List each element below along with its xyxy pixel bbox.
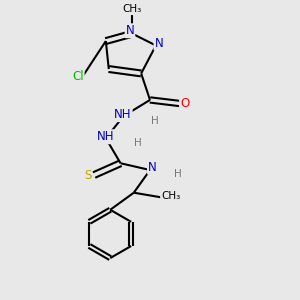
- Text: N: N: [154, 37, 163, 50]
- Text: CH₃: CH₃: [161, 191, 180, 201]
- Text: N: N: [148, 160, 157, 174]
- Text: Cl: Cl: [72, 70, 84, 83]
- Text: H: H: [174, 169, 181, 179]
- Text: H: H: [152, 116, 159, 126]
- Text: H: H: [134, 138, 142, 148]
- Text: S: S: [84, 169, 91, 182]
- Text: NH: NH: [114, 108, 132, 121]
- Text: CH₃: CH₃: [123, 4, 142, 14]
- Text: O: O: [180, 97, 189, 110]
- Text: NH: NH: [97, 130, 114, 143]
- Text: N: N: [126, 24, 134, 37]
